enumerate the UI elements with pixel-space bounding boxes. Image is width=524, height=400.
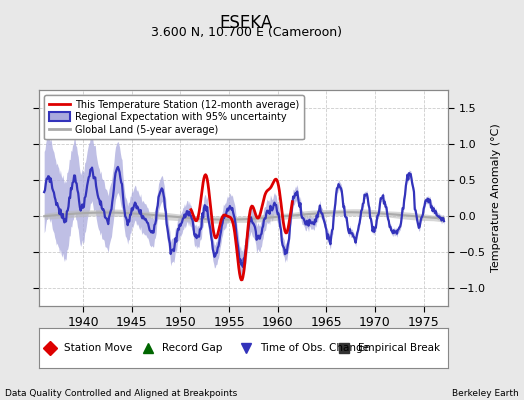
Text: Time of Obs. Change: Time of Obs. Change [260,343,369,353]
Text: Station Move: Station Move [64,343,132,353]
Text: Berkeley Earth: Berkeley Earth [452,389,519,398]
Text: Data Quality Controlled and Aligned at Breakpoints: Data Quality Controlled and Aligned at B… [5,389,237,398]
Text: Record Gap: Record Gap [162,343,222,353]
Y-axis label: Temperature Anomaly (°C): Temperature Anomaly (°C) [491,124,501,272]
Text: ESEKA: ESEKA [220,14,273,32]
Text: 3.600 N, 10.700 E (Cameroon): 3.600 N, 10.700 E (Cameroon) [151,26,342,39]
Text: Empirical Break: Empirical Break [358,343,440,353]
Legend: This Temperature Station (12-month average), Regional Expectation with 95% uncer: This Temperature Station (12-month avera… [44,95,304,140]
